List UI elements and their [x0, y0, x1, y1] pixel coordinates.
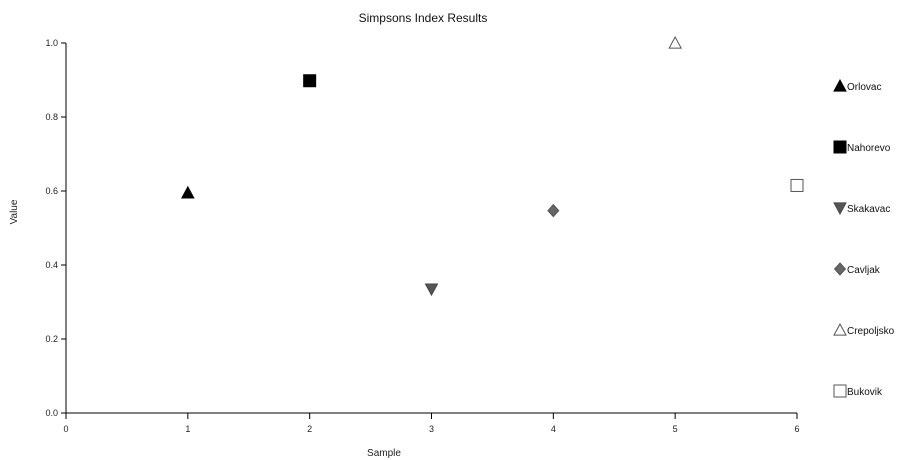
point-skakavac — [424, 283, 439, 297]
y-tick-label: 0.0 — [45, 408, 58, 418]
y-tick-label: 0.8 — [45, 112, 58, 122]
x-tick-label: 1 — [185, 424, 190, 434]
legend-marker-cavljak — [833, 262, 847, 276]
point-bukovik — [790, 178, 804, 192]
x-tick-label: 3 — [429, 424, 434, 434]
point-nahorevo — [303, 74, 317, 88]
legend-label-bukovik: Bukovik — [847, 387, 883, 398]
chart-title: Simpsons Index Results — [359, 11, 488, 25]
legend-label-orlovac: Orlovac — [847, 82, 881, 93]
point-crepoljsko — [668, 35, 683, 49]
x-axis-title: Sample — [367, 448, 401, 459]
data-points — [180, 35, 804, 297]
legend: Orlovac Nahorevo Skakavac Cavljak Crepoljsko… — [833, 78, 895, 398]
x-axis-ticks: 0 1 2 3 4 5 6 — [63, 413, 800, 434]
x-tick-label: 2 — [307, 424, 312, 434]
y-tick-label: 1.0 — [45, 38, 58, 48]
y-tick-label: 0.4 — [45, 260, 58, 270]
y-axis-title: Value — [9, 199, 20, 224]
x-tick-label: 6 — [794, 424, 799, 434]
legend-label-crepoljsko: Crepoljsko — [847, 326, 895, 337]
point-cavljak — [547, 203, 560, 218]
y-tick-label: 0.2 — [45, 334, 58, 344]
point-orlovac — [180, 185, 195, 199]
x-tick-label: 0 — [63, 424, 68, 434]
y-tick-label: 0.6 — [45, 186, 58, 196]
legend-marker-crepoljsko — [833, 322, 847, 336]
legend-marker-nahorevo — [833, 140, 847, 154]
legend-label-skakavac: Skakavac — [847, 204, 890, 215]
x-tick-label: 5 — [673, 424, 678, 434]
x-tick-label: 4 — [551, 424, 556, 434]
legend-marker-orlovac — [833, 78, 847, 92]
legend-marker-bukovik — [833, 384, 847, 398]
y-axis-ticks: 0.0 0.2 0.4 0.6 0.8 1.0 — [45, 38, 66, 418]
legend-label-nahorevo: Nahorevo — [847, 143, 891, 154]
legend-label-cavljak: Cavljak — [847, 265, 881, 276]
legend-marker-skakavac — [833, 202, 847, 216]
